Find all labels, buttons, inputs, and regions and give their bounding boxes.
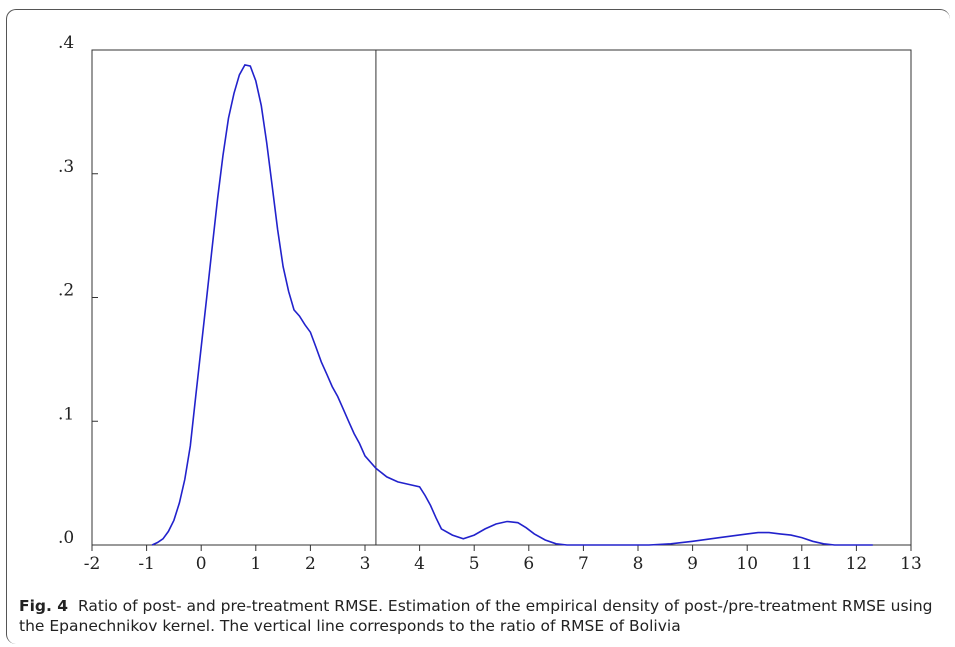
x-tick-label: 6 — [523, 554, 534, 574]
figure-label: Fig. 4 — [19, 597, 69, 615]
figure-caption: Fig. 4 Ratio of post- and pre-treatment … — [19, 596, 939, 636]
x-tick-label: 7 — [578, 554, 589, 574]
x-tick-label: 8 — [633, 554, 644, 574]
y-tick-label: .2 — [58, 281, 74, 301]
x-axis: -2 -1 0 1 2 3 4 5 6 7 8 9 10 11 12 13 — [84, 545, 922, 574]
density-chart: .0.1.2.3.4 -2 -1 0 1 2 3 4 5 6 7 8 9 10 11 12 13 — [58, 33, 922, 574]
figure-frame — [6, 9, 950, 644]
y-tick-label: .4 — [58, 33, 74, 53]
plot-area — [91, 49, 912, 546]
x-tick-label: 4 — [414, 554, 425, 574]
x-tick-label: 13 — [900, 554, 922, 574]
x-tick-label: 1 — [250, 554, 261, 574]
y-axis: .0 .1 .2 .3 .4 — [58, 33, 98, 548]
x-tick-label: -1 — [138, 554, 155, 574]
x-tick-label: 3 — [360, 554, 371, 574]
x-tick-label: -2 — [84, 554, 101, 574]
density-curve — [151, 63, 873, 546]
caption-text: Ratio of post- and pre-treatment RMSE. E… — [19, 597, 933, 635]
x-tick-label: 10 — [736, 554, 758, 574]
y-tick-label: .0 — [58, 528, 74, 548]
x-tick-label: 0 — [196, 554, 207, 574]
y-tick-label: .3 — [58, 157, 74, 177]
x-tick-label: 2 — [305, 554, 316, 574]
x-tick-label: 5 — [469, 554, 480, 574]
y-tick-label: .1 — [58, 404, 74, 424]
x-tick-label: 9 — [687, 554, 698, 574]
x-tick-label: 11 — [791, 554, 813, 574]
x-tick-label: 12 — [846, 554, 868, 574]
